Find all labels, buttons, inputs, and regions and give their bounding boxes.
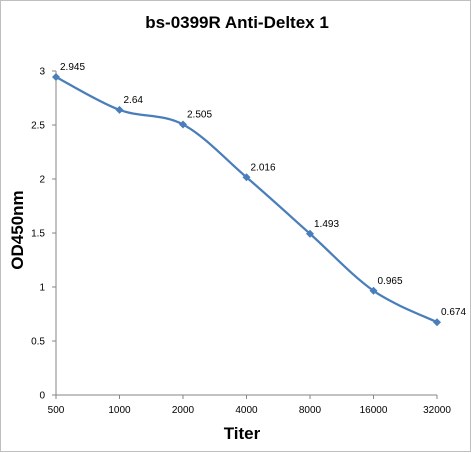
chart-title: bs-0399R Anti-Deltex 1 xyxy=(145,13,329,32)
y-tick-label: 0 xyxy=(39,391,45,402)
data-label: 2.945 xyxy=(60,62,85,73)
x-tick-label: 4000 xyxy=(235,405,258,416)
data-point xyxy=(179,120,187,129)
data-label: 0.674 xyxy=(441,307,466,318)
data-point xyxy=(306,229,314,238)
data-label: 2.016 xyxy=(251,162,276,173)
series-markers xyxy=(52,72,441,327)
data-label: 2.505 xyxy=(187,109,212,120)
y-tick-labels: 0 0.5 1 1.5 2 2.5 3 xyxy=(31,67,45,402)
y-tick-label: 1 xyxy=(39,283,45,294)
data-point xyxy=(242,173,251,182)
data-point xyxy=(369,286,378,295)
x-tick-label: 16000 xyxy=(360,405,388,416)
x-tick-label: 8000 xyxy=(299,405,322,416)
y-axis-title: OD450nm xyxy=(8,190,27,269)
y-tick-label: 0.5 xyxy=(31,337,45,348)
data-label: 1.493 xyxy=(314,219,339,230)
y-tick-label: 2.5 xyxy=(31,121,45,132)
x-tick-label: 500 xyxy=(48,405,65,416)
data-labels: 2.945 2.64 2.505 2.016 1.493 0.965 0.674 xyxy=(60,62,466,318)
y-tick-label: 1.5 xyxy=(31,229,45,240)
x-tick-label: 2000 xyxy=(172,405,195,416)
x-axis-title: Titer xyxy=(224,424,261,443)
x-tick-label: 32000 xyxy=(423,405,451,416)
data-point xyxy=(52,72,60,81)
y-tick-label: 3 xyxy=(39,67,45,78)
data-point xyxy=(115,105,124,114)
y-tick-label: 2 xyxy=(39,175,45,186)
axes xyxy=(52,70,438,399)
data-label: 0.965 xyxy=(378,276,403,287)
x-tick-labels: 500 1000 2000 4000 8000 16000 32000 xyxy=(48,405,452,416)
data-point xyxy=(433,318,441,327)
data-label: 2.64 xyxy=(124,95,144,106)
x-tick-label: 1000 xyxy=(108,405,131,416)
